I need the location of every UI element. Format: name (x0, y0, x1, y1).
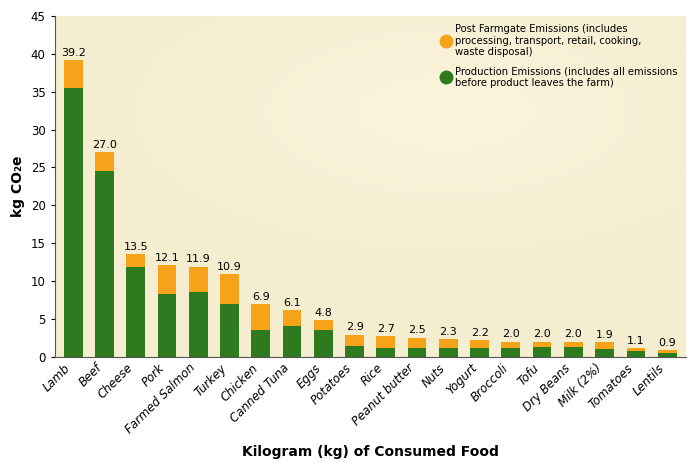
Bar (252, 330, 270, 357)
Bar (470, 340, 489, 348)
Bar (283, 326, 302, 357)
Bar (408, 348, 427, 357)
Bar (283, 311, 302, 326)
Bar (376, 348, 395, 357)
Bar (95, 152, 114, 171)
Text: 2.9: 2.9 (346, 322, 364, 332)
Bar (189, 266, 208, 292)
Text: 2.7: 2.7 (377, 324, 395, 334)
Bar (314, 321, 332, 330)
Bar (158, 265, 176, 294)
Text: 2.3: 2.3 (440, 327, 457, 337)
Bar (439, 339, 458, 348)
Text: 0.9: 0.9 (658, 337, 676, 348)
Bar (439, 348, 458, 357)
Text: 2.0: 2.0 (565, 329, 582, 339)
Bar (595, 342, 614, 349)
Text: 2.2: 2.2 (470, 328, 489, 338)
Text: 12.1: 12.1 (155, 253, 179, 263)
Bar (220, 304, 239, 357)
Text: 6.1: 6.1 (283, 298, 301, 308)
Bar (64, 88, 83, 357)
Text: 13.5: 13.5 (123, 242, 148, 252)
Text: 2.0: 2.0 (533, 329, 551, 339)
Bar (470, 348, 489, 357)
X-axis label: Kilogram (kg) of Consumed Food: Kilogram (kg) of Consumed Food (242, 445, 498, 459)
Text: 10.9: 10.9 (217, 262, 242, 272)
Text: 1.1: 1.1 (627, 336, 645, 346)
Bar (658, 353, 677, 357)
Text: 2.5: 2.5 (408, 325, 426, 336)
Bar (627, 352, 645, 357)
Bar (376, 336, 395, 348)
Bar (126, 254, 145, 267)
Bar (158, 294, 176, 357)
Bar (126, 267, 145, 357)
Text: 2.0: 2.0 (502, 329, 520, 339)
Bar (564, 342, 583, 347)
Bar (595, 349, 614, 357)
Bar (502, 342, 520, 348)
Bar (502, 348, 520, 357)
Bar (252, 305, 270, 330)
Text: 4.8: 4.8 (314, 308, 332, 318)
Bar (345, 346, 364, 357)
Bar (408, 338, 427, 348)
Bar (627, 348, 645, 352)
Text: 1.9: 1.9 (596, 330, 613, 340)
Bar (345, 335, 364, 346)
Legend: Post Farmgate Emissions (includes
processing, transport, retail, cooking,
waste : Post Farmgate Emissions (includes proces… (439, 21, 681, 91)
Text: 39.2: 39.2 (61, 48, 86, 58)
Bar (564, 347, 583, 357)
Bar (314, 330, 332, 357)
Bar (658, 350, 677, 353)
Y-axis label: kg CO₂e: kg CO₂e (11, 156, 25, 217)
Bar (533, 342, 551, 347)
Bar (64, 60, 83, 88)
Text: 6.9: 6.9 (252, 292, 270, 302)
Text: 11.9: 11.9 (186, 254, 210, 264)
Bar (189, 292, 208, 357)
Bar (533, 347, 551, 357)
Bar (95, 171, 114, 357)
Bar (220, 274, 239, 304)
Text: 27.0: 27.0 (92, 140, 117, 150)
